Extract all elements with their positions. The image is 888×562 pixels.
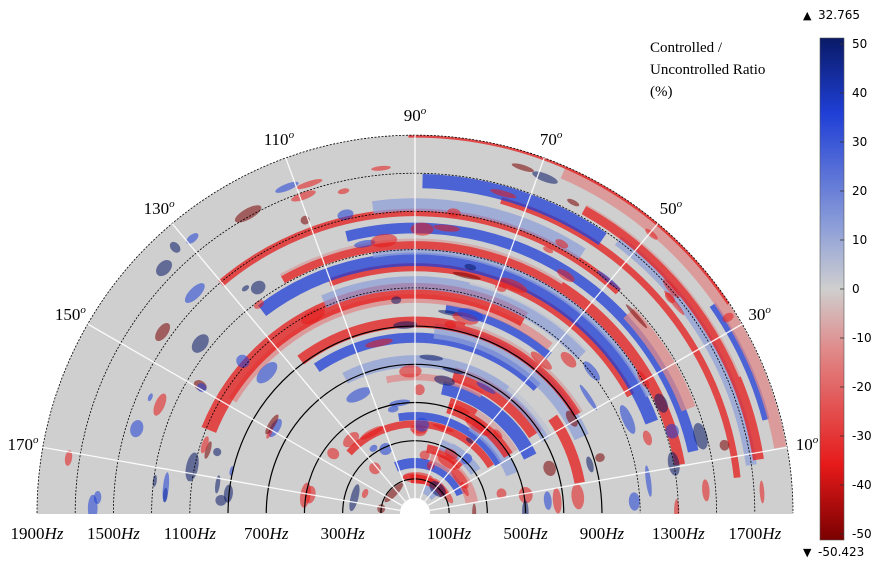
colorbar-tick-label: -20 (852, 380, 872, 394)
colorbar-tick-label: 10 (852, 233, 867, 247)
angle-unit-superscript: o (169, 198, 175, 210)
radial-unit: Hz (345, 524, 365, 543)
angle-unit-superscript: o (813, 434, 819, 446)
radial-tick-label: 1500Hz (87, 524, 140, 543)
radial-tick-label: 500Hz (503, 524, 548, 543)
angle-tick-label: 150o (55, 304, 87, 324)
angle-unit-superscript: o (80, 304, 86, 316)
angle-tick-label: 70o (540, 129, 563, 149)
radial-tick-label: 1100Hz (164, 524, 217, 543)
radial-tick-label: 1700Hz (728, 524, 781, 543)
heat-blob (472, 503, 476, 522)
colorbar-title-line-2: Uncontrolled Ratio (650, 62, 765, 78)
radial-tick-label: 1300Hz (652, 524, 705, 543)
angle-tick-label: 50o (660, 198, 683, 218)
radial-unit: Hz (120, 524, 140, 543)
angle-unit-superscript: o (765, 304, 771, 316)
radial-tick-label: 300Hz (320, 524, 365, 543)
angle-tick-label: 30o (748, 304, 771, 324)
angle-unit-superscript: o (677, 198, 683, 210)
colorbar-tick-label: -50 (852, 527, 872, 541)
angle-unit-superscript: o (557, 129, 563, 141)
angle-tick-label: 10o (796, 434, 819, 454)
angle-unit-superscript: o (421, 105, 427, 117)
radial-unit: Hz (196, 524, 216, 543)
radial-unit: Hz (269, 524, 289, 543)
colorbar-title-line-1: Controlled / (650, 40, 723, 56)
radial-unit: Hz (685, 524, 705, 543)
colorbar-title-line-3: (%) (650, 84, 673, 100)
radial-tick-label: 700Hz (244, 524, 289, 543)
colorbar-ticks: 50 40 30 20 10 0 -10 -20 -30 -40 -50 (840, 37, 872, 541)
radial-tick-label: 100Hz (427, 524, 472, 543)
angle-unit-superscript: o (289, 129, 295, 141)
max-marker-triangle-icon: ▲ (803, 9, 812, 22)
radial-unit: Hz (44, 524, 64, 543)
angle-unit-superscript: o (33, 434, 39, 446)
radial-unit: Hz (761, 524, 781, 543)
radial-unit: Hz (451, 524, 471, 543)
radial-tick-label: 1900Hz (11, 524, 64, 543)
colorbar-tick-label: -30 (852, 429, 872, 443)
colorbar-tick-label: 0 (852, 282, 860, 296)
colorbar-tick-label: -10 (852, 331, 872, 345)
min-marker-triangle-icon: ▼ (803, 546, 812, 559)
colorbar-tick-label: 50 (852, 37, 867, 51)
colorbar-min-marker: -50.423 (818, 545, 864, 559)
angle-tick-label: 170o (8, 434, 40, 454)
colorbar-tick-label: 20 (852, 184, 867, 198)
colorbar-tick-label: 30 (852, 135, 867, 149)
angle-tick-label: 90o (404, 105, 427, 125)
radial-tick-label: 900Hz (580, 524, 625, 543)
radial-unit: Hz (604, 524, 624, 543)
angle-tick-label: 110o (264, 129, 295, 149)
colorbar-tick-label: 40 (852, 86, 867, 100)
angle-tick-label: 130o (144, 198, 176, 218)
radial-tick-labels: 300Hz 700Hz 1100Hz 1500Hz 1900Hz 100Hz 500Hz 90… (11, 524, 782, 543)
colorbar-max-marker: 32.765 (818, 8, 860, 22)
radial-unit: Hz (528, 524, 548, 543)
colorbar-tick-label: -40 (852, 478, 872, 492)
center-hole (400, 498, 430, 528)
